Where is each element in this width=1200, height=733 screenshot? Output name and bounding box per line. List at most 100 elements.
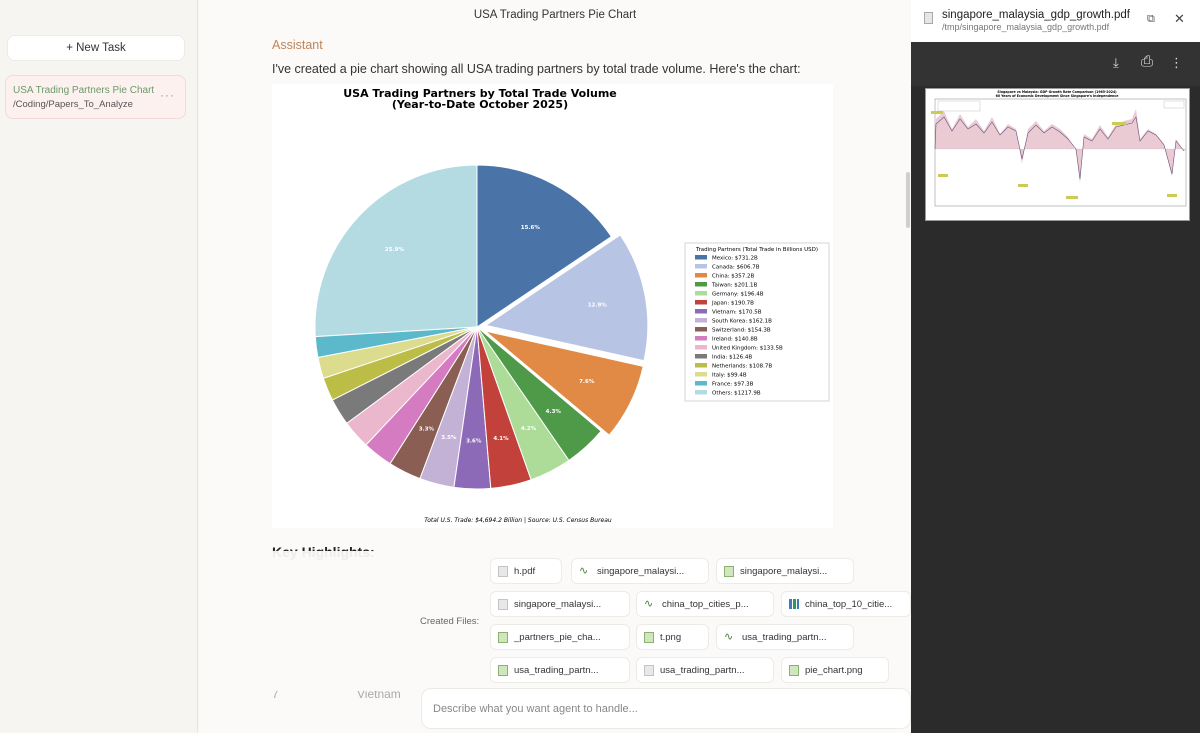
task-input[interactable] bbox=[422, 689, 910, 728]
legend-label: United Kingdom: $133.5B bbox=[712, 346, 783, 352]
file-name: singapore_malaysi... bbox=[740, 565, 828, 577]
print-icon[interactable]: ⎙ bbox=[1141, 53, 1154, 70]
pdf-file-icon bbox=[498, 598, 508, 610]
file-name: usa_trading_partn... bbox=[660, 664, 745, 676]
legend-swatch bbox=[695, 381, 707, 386]
legend-swatch bbox=[695, 327, 707, 332]
slice-percent-label: 25.9% bbox=[385, 247, 405, 253]
file-chip[interactable]: singapore_malaysi... bbox=[716, 558, 854, 584]
file-chip[interactable]: china_top_10_citie... bbox=[781, 591, 911, 617]
close-icon[interactable]: ✕ bbox=[1174, 11, 1185, 26]
python-file-icon: ∿ bbox=[724, 630, 734, 643]
annotation-box bbox=[931, 111, 943, 114]
sidebar: + New Task USA Trading Partners Pie Char… bbox=[0, 0, 198, 733]
malaysia-area bbox=[935, 109, 1186, 184]
task-input-container bbox=[421, 688, 911, 729]
legend-swatch bbox=[695, 318, 707, 323]
pdf-page-title: Singapore vs Malaysia: GDP Growth Rate C… bbox=[997, 90, 1117, 94]
annotation-box bbox=[1018, 184, 1028, 187]
table-rank: 7 bbox=[272, 687, 279, 701]
annotation-box bbox=[1112, 122, 1126, 125]
more-options-icon[interactable]: ··· bbox=[160, 88, 175, 102]
image-file-icon bbox=[789, 664, 799, 676]
file-name: usa_trading_partn... bbox=[514, 664, 599, 676]
file-name: t.png bbox=[660, 631, 682, 643]
chart-footer: Total U.S. Trade: $4,694.2 Billion | Sou… bbox=[424, 517, 612, 524]
download-icon[interactable]: ⤓ bbox=[1113, 55, 1119, 70]
pdf-path: /tmp/singapore_malaysia_gdp_growth.pdf bbox=[942, 22, 1110, 32]
legend-label: France: $97.3B bbox=[712, 382, 754, 388]
file-name: singapore_malaysi... bbox=[597, 565, 685, 577]
image-file-icon bbox=[498, 664, 508, 676]
created-files-label: Created Files: bbox=[420, 616, 480, 627]
created-files-panel: Created Files: h.pdf ∿ singapore_malaysi.… bbox=[199, 551, 911, 691]
image-file-icon bbox=[644, 631, 654, 643]
pdf-filename: singapore_malaysia_gdp_growth.pdf bbox=[942, 9, 1130, 21]
file-name: usa_trading_partn... bbox=[742, 631, 827, 643]
singapore-line bbox=[934, 116, 1185, 180]
page-title: USA Trading Partners Pie Chart bbox=[473, 9, 637, 21]
slice-percent-label: 4.1% bbox=[493, 436, 509, 442]
file-chip[interactable]: h.pdf bbox=[490, 558, 562, 584]
file-chip[interactable]: ∿ usa_trading_partn... bbox=[716, 624, 854, 650]
assistant-label: Assistant bbox=[272, 38, 323, 52]
new-task-button[interactable]: + New Task bbox=[7, 35, 185, 61]
legend-label: Germany: $196.4B bbox=[712, 292, 764, 298]
chart-file-icon bbox=[789, 599, 799, 609]
pdf-page-subtitle: 60 Years of Economic Development Since S… bbox=[996, 94, 1119, 98]
file-chip[interactable]: _partners_pie_cha... bbox=[490, 624, 630, 650]
pie-slice bbox=[314, 164, 478, 338]
document-icon bbox=[924, 12, 933, 24]
legend-label: Vietnam: $170.5B bbox=[712, 310, 762, 316]
file-name: _partners_pie_cha... bbox=[514, 631, 601, 643]
file-chip[interactable]: usa_trading_partn... bbox=[636, 657, 774, 683]
more-icon[interactable]: ⋮ bbox=[1170, 55, 1183, 70]
legend-label: India: $126.4B bbox=[712, 355, 752, 361]
file-name: china_top_10_citie... bbox=[805, 598, 893, 610]
legend-label: Taiwan: $201.1B bbox=[711, 283, 758, 289]
assistant-message: I've created a pie chart showing all USA… bbox=[272, 62, 801, 76]
file-chip[interactable]: singapore_malaysi... bbox=[490, 591, 630, 617]
legend-label: Netherlands: $108.7B bbox=[712, 364, 772, 370]
image-file-icon bbox=[724, 565, 734, 577]
chart-subtitle: (Year-to-Date October 2025) bbox=[392, 98, 568, 111]
file-name: singapore_malaysi... bbox=[514, 598, 602, 610]
file-chip[interactable]: ∿ china_top_cities_p... bbox=[636, 591, 774, 617]
plot-frame bbox=[934, 98, 1187, 207]
legend-label: Italy: $99.4B bbox=[712, 373, 747, 379]
slice-percent-label: 3.5% bbox=[441, 435, 457, 441]
annotation-box bbox=[1167, 194, 1177, 197]
legend-swatch bbox=[695, 363, 707, 368]
pie-slice bbox=[476, 164, 613, 328]
annotation-box bbox=[1066, 196, 1078, 199]
pie-chart: USA Trading Partners by Total Trade Volu… bbox=[314, 87, 830, 524]
scrollbar[interactable] bbox=[906, 172, 910, 228]
file-chip[interactable]: t.png bbox=[636, 624, 709, 650]
annotation-box bbox=[938, 174, 948, 177]
file-chip[interactable]: usa_trading_partn... bbox=[490, 657, 630, 683]
gdp-line-chart-thumbnail: Singapore vs Malaysia: GDP Growth Rate C… bbox=[931, 90, 1187, 207]
legend-swatch bbox=[695, 345, 707, 350]
legend-label: Mexico: $731.2B bbox=[712, 256, 758, 262]
file-chip[interactable]: pie_chart.png bbox=[781, 657, 889, 683]
slice-percent-label: 15.6% bbox=[521, 225, 541, 231]
open-external-icon[interactable]: ⧉ bbox=[1147, 13, 1155, 25]
legend-swatch bbox=[695, 354, 707, 359]
chart-legend: Trading Partners (Total Trade in Billion… bbox=[684, 242, 830, 402]
legend-label: Ireland: $140.8B bbox=[712, 337, 758, 343]
legend-label: South Korea: $162.1B bbox=[712, 319, 772, 325]
slice-percent-label: 12.9% bbox=[588, 302, 608, 308]
pdf-file-icon bbox=[644, 664, 654, 676]
legend-label: Canada: $606.7B bbox=[712, 265, 760, 271]
task-title: USA Trading Partners Pie Chart bbox=[13, 85, 155, 96]
task-item[interactable]: USA Trading Partners Pie Chart /Coding/P… bbox=[5, 75, 186, 119]
chart-title: USA Trading Partners by Total Trade Volu… bbox=[343, 87, 617, 100]
file-name: pie_chart.png bbox=[805, 664, 863, 676]
legend-label: China: $357.2B bbox=[712, 274, 755, 280]
file-chip[interactable]: ∿ singapore_malaysi... bbox=[571, 558, 709, 584]
slice-percent-label: 4.3% bbox=[546, 409, 562, 415]
pie-slice bbox=[476, 326, 602, 462]
pie-slice bbox=[484, 234, 649, 362]
legend-swatch bbox=[695, 255, 707, 260]
slice-percent-label: 7.6% bbox=[579, 379, 595, 385]
